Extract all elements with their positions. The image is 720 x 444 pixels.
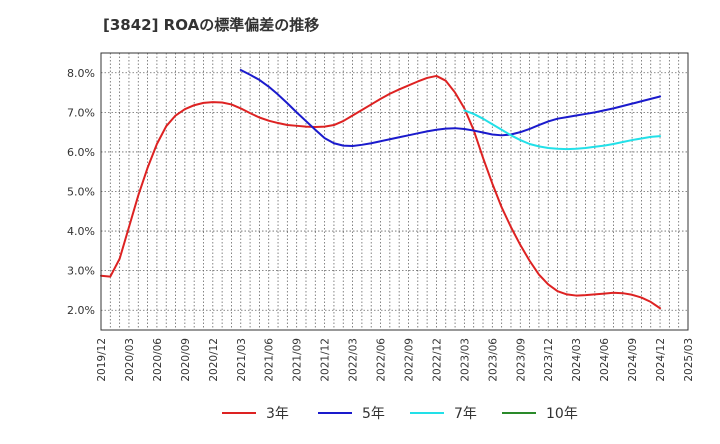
y-axis: 2.0% 3.0% 4.0% 5.0% 6.0% 7.0% 8.0% (67, 67, 95, 317)
x-tick-label: 2023/03 (459, 338, 471, 382)
x-tick-label: 2024/09 (627, 338, 639, 382)
y-tick-label: 3.0% (67, 265, 95, 278)
chart-title: [3842] ROAの標準偏差の推移 (103, 16, 320, 34)
y-tick-label: 2.0% (67, 304, 95, 317)
series-line-5年 (239, 69, 662, 147)
x-tick-label: 2020/09 (180, 338, 192, 382)
legend-label-7年: 7年 (454, 406, 477, 422)
grid-lines (101, 53, 688, 330)
x-tick-label: 2022/09 (403, 338, 415, 382)
x-tick-label: 2021/03 (236, 338, 248, 382)
plot-area (101, 53, 688, 330)
legend-label-5年: 5年 (362, 406, 385, 422)
x-axis: 2019/12 2020/03 2020/06 2020/09 2020/12 2021/… (96, 338, 695, 382)
x-tick-label: 2020/06 (152, 338, 164, 382)
x-tick-label: 2023/12 (543, 338, 555, 382)
series-line-3年 (100, 74, 662, 310)
series-line-7年 (463, 109, 662, 151)
x-tick-label: 2022/12 (431, 338, 443, 382)
legend: 3年 5年 7年 10年 (222, 406, 578, 422)
y-tick-label: 7.0% (67, 106, 95, 119)
plot-background (101, 53, 688, 330)
y-tick-label: 5.0% (67, 186, 95, 199)
x-tick-label: 2021/09 (292, 338, 304, 382)
x-tick-label: 2022/03 (348, 338, 360, 382)
x-tick-label: 2021/12 (320, 338, 332, 382)
legend-label-3年: 3年 (266, 406, 289, 422)
series-layer (100, 69, 662, 310)
plot-border (100, 52, 689, 331)
x-tick-label: 2024/06 (599, 338, 611, 382)
x-tick-label: 2024/12 (655, 338, 667, 382)
y-tick-label: 4.0% (67, 225, 95, 238)
x-tick-label: 2020/12 (208, 338, 220, 382)
x-tick-label: 2021/06 (264, 338, 276, 382)
x-tick-label: 2019/12 (96, 338, 108, 382)
x-tick-label: 2024/03 (571, 338, 583, 382)
x-tick-label: 2020/03 (124, 338, 136, 382)
plot-frame (100, 52, 689, 331)
x-tick-label: 2025/03 (683, 338, 695, 382)
x-tick-label: 2023/09 (515, 338, 527, 382)
x-tick-label: 2022/06 (376, 338, 388, 382)
x-tick-label: 2023/06 (487, 338, 499, 382)
y-tick-label: 6.0% (67, 146, 95, 159)
legend-label-10年: 10年 (546, 406, 578, 422)
y-tick-label: 8.0% (67, 67, 95, 80)
